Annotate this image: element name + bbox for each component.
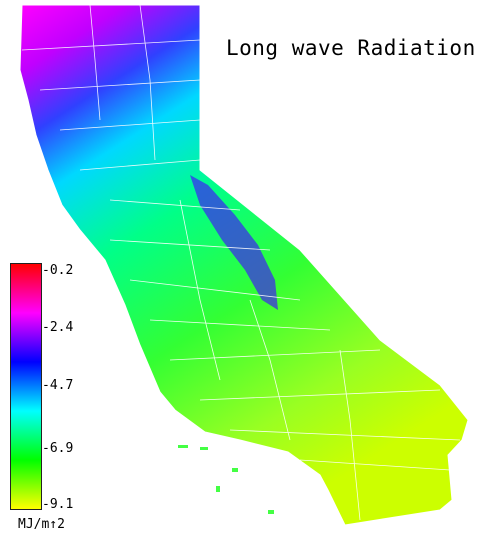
color-scale-gradient: [11, 264, 41, 509]
channel-islands: [178, 445, 274, 514]
legend-tick-3: -6.9: [42, 441, 74, 456]
legend-tick-1: -2.4: [42, 320, 74, 335]
legend-tick-0: -0.2: [42, 263, 74, 278]
legend-tick-4: -9.1: [42, 497, 74, 512]
legend-units: MJ/m↑2: [18, 517, 65, 532]
map-title: Long wave Radiation: [226, 36, 476, 60]
county-boundaries: [21, 4, 461, 521]
color-scale-bar: [10, 263, 42, 510]
legend-tick-2: -4.7: [42, 378, 74, 393]
sierra-band: [190, 175, 278, 310]
